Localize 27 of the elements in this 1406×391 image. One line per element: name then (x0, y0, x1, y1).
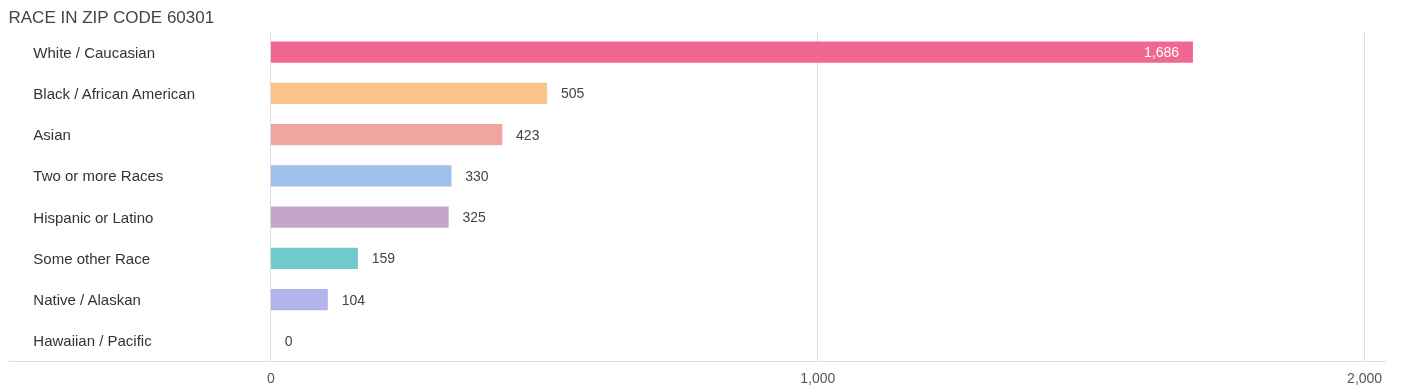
data-label: 0 (284, 332, 293, 349)
bar (270, 288, 328, 311)
bar (270, 165, 452, 187)
y-tick-label: Hawaiian / Pacific (33, 332, 153, 350)
x-tick-label: 2,000 (1347, 369, 1383, 386)
y-tick-label: Native / Alaskan (33, 291, 141, 309)
bar (270, 206, 449, 228)
bar (270, 82, 548, 105)
y-tick-label: White / Caucasian (33, 43, 156, 61)
y-tick-label: Hispanic or Latino (33, 208, 154, 226)
data-label: 104 (341, 291, 366, 308)
data-label: 423 (516, 126, 540, 143)
x-tick-label: 0 (267, 369, 276, 386)
bar (270, 123, 503, 146)
y-tick-label: Asian (33, 126, 71, 144)
bar (270, 41, 1193, 63)
data-label: 505 (560, 85, 585, 102)
data-label: 159 (371, 250, 396, 267)
data-label: 330 (465, 167, 489, 184)
y-tick-label: Black / African American (33, 84, 196, 102)
x-tick-label: 1,000 (800, 369, 836, 386)
y-tick-label: Two or more Races (33, 167, 164, 185)
bar (270, 247, 358, 270)
y-tick-label: Some other Race (33, 249, 151, 267)
data-label: 1,686 (1144, 44, 1180, 61)
chart-title: RACE IN ZIP CODE 60301 (8, 7, 215, 27)
data-label: 325 (462, 209, 487, 226)
